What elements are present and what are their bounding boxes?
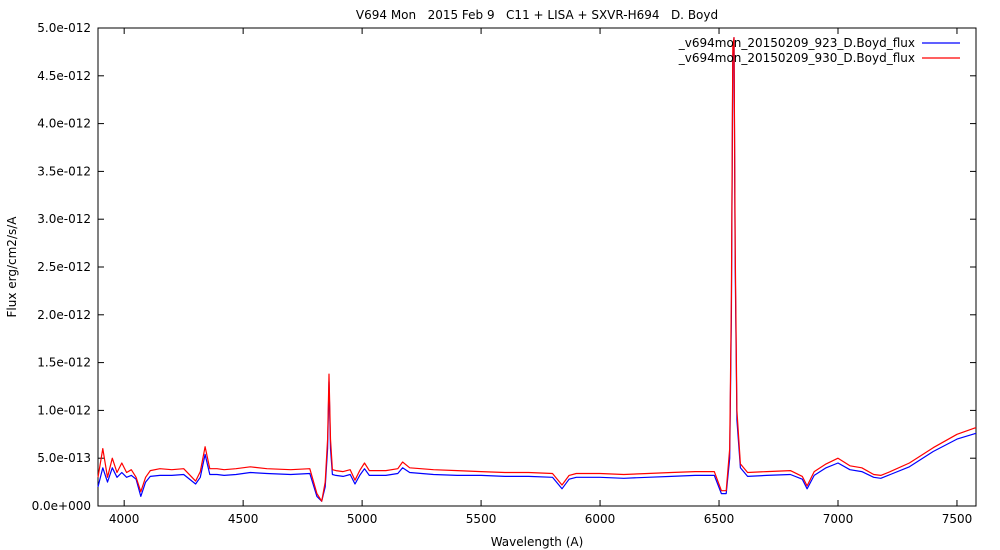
y-axis-title: Flux erg/cm2/s/A (5, 216, 19, 318)
y-tick-label: 2.0e-012 (37, 308, 91, 322)
y-tick-label: 4.5e-012 (37, 69, 91, 83)
y-tick-label: 3.5e-012 (37, 164, 91, 178)
legend-label-1: _v694mon_20150209_923_D.Boyd_flux (678, 36, 915, 50)
chart-title: V694 Mon 2015 Feb 9 C11 + LISA + SXVR-H6… (356, 8, 718, 22)
x-tick-label: 6500 (704, 512, 735, 526)
x-tick-label: 4500 (228, 512, 259, 526)
y-tick-label: 3.0e-012 (37, 212, 91, 226)
x-axis: 4000 4500 5000 5500 6000 6500 7000 7500 (109, 28, 972, 526)
x-tick-label: 4000 (109, 512, 140, 526)
x-tick-label: 7000 (823, 512, 854, 526)
y-tick-label: 0.0e+000 (32, 499, 91, 513)
x-axis-title: Wavelength (A) (491, 535, 584, 549)
series-line-1 (97, 36, 977, 502)
y-axis: 0.0e+000 5.0e-013 1.0e-012 1.5e-012 2.0e-012… (32, 21, 976, 513)
y-tick-label: 5.0e-013 (37, 451, 91, 465)
legend: _v694mon_20150209_923_D.Boyd_flux_v694mo… (678, 36, 960, 65)
y-tick-label: 1.0e-012 (37, 403, 91, 417)
y-tick-label: 4.0e-012 (37, 117, 91, 131)
x-tick-label: 6000 (585, 512, 616, 526)
series-line-2 (97, 36, 977, 502)
x-tick-label: 7500 (942, 512, 973, 526)
series-layer (97, 36, 977, 502)
y-tick-label: 5.0e-012 (37, 21, 91, 35)
x-tick-label: 5500 (466, 512, 497, 526)
y-tick-label: 1.5e-012 (37, 356, 91, 370)
x-tick-label: 5000 (347, 512, 378, 526)
plot-frame (97, 27, 977, 507)
legend-label-2: _v694mon_20150209_930_D.Boyd_flux (678, 51, 915, 65)
y-tick-label: 2.5e-012 (37, 260, 91, 274)
